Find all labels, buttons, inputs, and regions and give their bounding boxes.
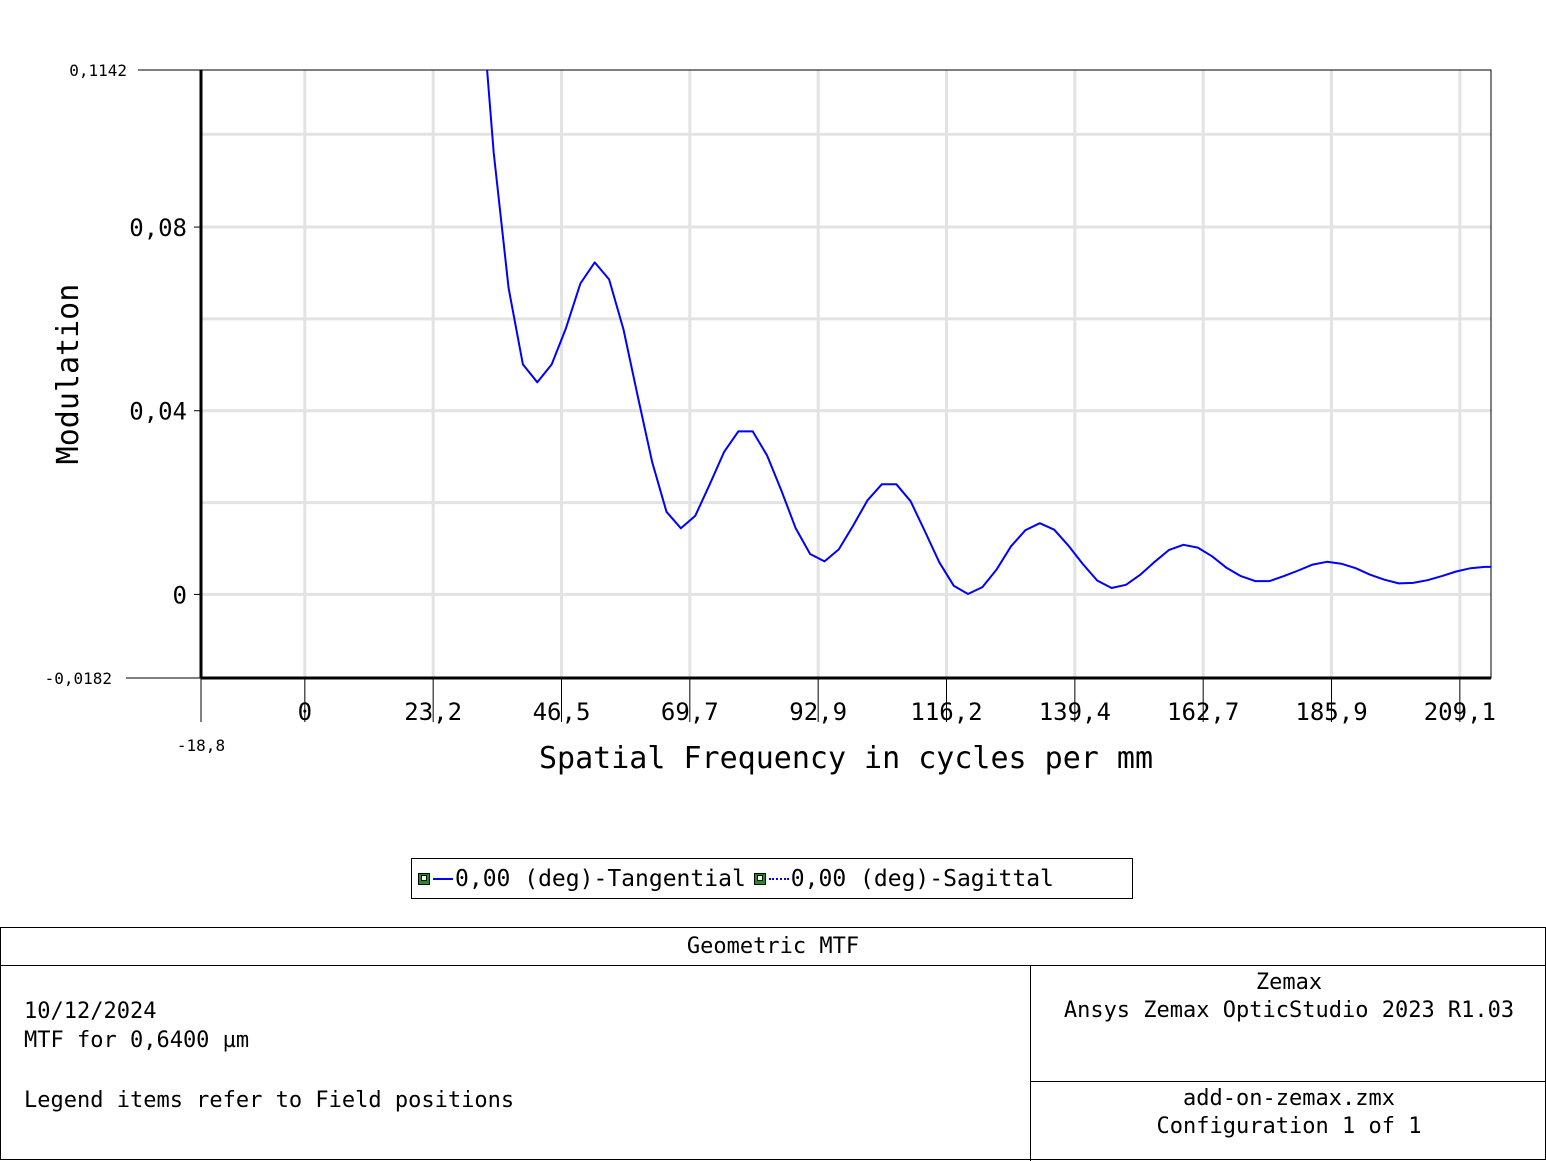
company-text: Zemax	[1255, 970, 1323, 995]
solid-line-icon	[433, 877, 453, 880]
y-tick-label: 0	[173, 581, 187, 609]
legend-label: 0,00 (deg)-Sagittal	[790, 865, 1054, 892]
legend: 0,00 (deg)-Tangential 0,00 (deg)-Sagitta…	[411, 858, 1133, 899]
series-line-0-00-deg-tangential	[486, 70, 1491, 595]
wavelength-text: MTF for 0,6400 µm	[24, 1028, 250, 1053]
grid-layer	[201, 70, 1491, 678]
info-panel: Geometric MTF 10/12/2024 MTF for 0,6400 …	[0, 927, 1546, 1161]
y-tick-label: 0,1142	[69, 61, 127, 80]
file-name-text: add-on-zemax.zmx	[1183, 1086, 1395, 1111]
y-tick-label: 0,04	[129, 398, 187, 426]
tick-layer: -18,8 0 23,2 46,5 69,7 92,9 116,2 139,4 162,7 185…	[45, 61, 1496, 755]
info-software-cell: Zemax Ansys Zemax OpticStudio 2023 R1.03	[1031, 966, 1546, 1082]
dotted-line-icon	[768, 877, 789, 880]
y-tick-label: 0,08	[129, 214, 187, 242]
x-tick-label: 209,1	[1424, 698, 1496, 726]
x-tick-label: 69,7	[661, 698, 719, 726]
legend-note-text: Legend items refer to Field positions	[24, 1088, 515, 1113]
date-text: 10/12/2024	[24, 999, 157, 1024]
configuration-text: Configuration 1 of 1	[1156, 1114, 1422, 1139]
x-tick-label: 185,9	[1295, 698, 1367, 726]
checkbox-icon[interactable]	[418, 872, 430, 885]
x-tick-label: 116,2	[910, 698, 982, 726]
x-tick-label: 92,9	[789, 698, 847, 726]
software-text: Ansys Zemax OpticStudio 2023 R1.03	[1063, 998, 1515, 1023]
x-tick-label: -18,8	[177, 736, 225, 755]
legend-label: 0,00 (deg)-Tangential	[455, 865, 746, 892]
x-tick-label: 0	[298, 698, 312, 726]
info-file-cell: add-on-zemax.zmx Configuration 1 of 1	[1031, 1082, 1546, 1161]
y-axis-title: Modulation	[51, 284, 86, 465]
x-tick-label: 162,7	[1167, 698, 1239, 726]
plot-frame	[200, 69, 1492, 679]
mtf-chart: -18,8 0 23,2 46,5 69,7 92,9 116,2 139,4 162,7 185…	[45, 61, 1496, 776]
legend-item-sagittal[interactable]: 0,00 (deg)-Sagittal	[753, 865, 1062, 892]
legend-item-tangential[interactable]: 0,00 (deg)-Tangential	[418, 866, 754, 892]
x-tick-label: 139,4	[1039, 698, 1111, 726]
x-tick-label: 46,5	[533, 698, 591, 726]
x-axis-title: Spatial Frequency in cycles per mm	[539, 741, 1153, 776]
checkbox-icon[interactable]	[753, 872, 766, 885]
info-left-cell: 10/12/2024 MTF for 0,6400 µm Legend item…	[1, 966, 1031, 1161]
x-tick-label: 23,2	[404, 698, 462, 726]
analysis-title: Geometric MTF	[1, 928, 1545, 966]
series-layer	[486, 70, 1491, 595]
y-tick-label: -0,0182	[45, 669, 112, 688]
